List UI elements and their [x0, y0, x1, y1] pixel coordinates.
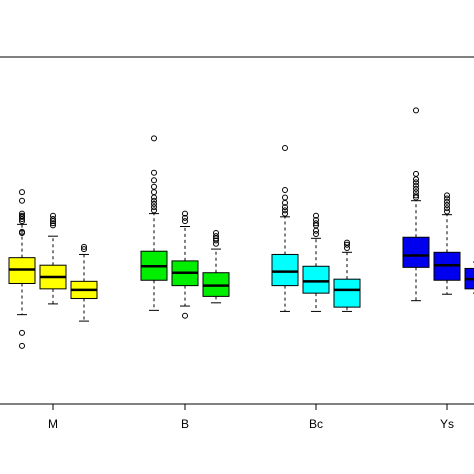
box-m-1: [8, 189, 36, 349]
box-m-2: [39, 212, 67, 305]
box-ys-1-outlier: [413, 170, 419, 177]
x-tick-label-bc: Bc: [309, 417, 323, 431]
box-b-1-outlier: [151, 207, 157, 214]
box-m-1-outlier: [19, 342, 25, 349]
box-ys-3: [464, 261, 474, 294]
box-bc-3-outlier: [344, 239, 350, 246]
box-b-1-outlier: [151, 197, 157, 204]
box-bc-2-outlier: [313, 217, 319, 224]
box-b-1-outlier: [151, 169, 157, 176]
box-b-1: [140, 135, 168, 311]
box-bc-2-outlier: [313, 212, 319, 219]
box-m-1-outlier: [19, 210, 25, 217]
box-m-2-outlier: [50, 220, 56, 227]
x-tick-label-b: B: [181, 417, 189, 431]
box-m-3: [70, 243, 98, 322]
box-b-2-outlier: [182, 218, 188, 225]
box-bc-1-outlier: [282, 204, 288, 211]
box-ys-2-outlier: [444, 208, 450, 215]
box-bc-1-outlier: [282, 194, 288, 201]
box-b-1-outlier: [151, 135, 157, 142]
box-b-2: [171, 210, 199, 319]
box-bc-3: [333, 239, 361, 312]
box-b-3-outlier: [213, 233, 219, 240]
box-b-1-outlier: [151, 204, 157, 211]
box-bc-1-outlier: [282, 186, 288, 193]
box-bc-3-iqr: [333, 278, 361, 308]
box-m-2-outlier: [50, 215, 56, 222]
box-ys-2-outlier: [444, 205, 450, 212]
box-ys-1-outlier: [413, 107, 419, 114]
box-ys-1-outlier: [413, 179, 419, 186]
box-b-1-outlier: [151, 183, 157, 190]
box-bc-3-outlier: [344, 241, 350, 248]
box-b-3: [202, 229, 230, 304]
box-ys-1-outlier: [413, 182, 419, 189]
box-b-2-outlier: [182, 312, 188, 319]
box-ys-2-outlier: [444, 202, 450, 208]
box-ys-2-outlier: [444, 192, 450, 199]
box-bc-2-outlier: [313, 227, 319, 234]
box-m-3-outlier: [81, 246, 87, 253]
box-b-1-outlier: [151, 194, 157, 201]
box-m-1-outlier: [19, 329, 25, 336]
box-ys-2-outlier: [444, 198, 450, 205]
box-m-1-outlier: [19, 228, 25, 235]
box-ys-1-outlier: [413, 185, 419, 192]
x-axis: M B Bc Ys: [48, 404, 454, 431]
box-m-2-outlier: [50, 222, 56, 229]
box-bc-2-outlier: [313, 220, 319, 227]
box-b-1-outlier: [151, 177, 157, 184]
box-b-3-outlier: [213, 229, 219, 236]
box-b-3-outlier: [213, 237, 219, 244]
box-m-1-outlier: [19, 189, 25, 196]
box-ys-2-outlier: [444, 195, 450, 202]
box-m-1-outlier: [19, 197, 25, 204]
x-tick-label-m: M: [48, 417, 58, 431]
box-bc-1-outlier: [282, 207, 288, 214]
box-bc-2-iqr: [302, 265, 330, 294]
boxes-layer: [8, 107, 474, 349]
box-b-1-outlier: [151, 189, 157, 196]
box-bc-1: [271, 145, 299, 312]
box-b-2-outlier: [182, 210, 188, 217]
box-bc-1-outlier: [282, 145, 288, 152]
box-bc-2: [302, 212, 330, 312]
box-ys-1-outlier: [413, 192, 419, 199]
box-b-1-outlier: [151, 200, 157, 207]
box-m-2-outlier: [50, 212, 56, 219]
box-ys-1: [402, 107, 430, 302]
box-m-3-outlier: [81, 243, 87, 250]
box-bc-1-iqr: [271, 253, 299, 287]
box-ys-2: [433, 192, 461, 295]
box-bc-1-outlier: [282, 210, 288, 217]
box-m-1-outlier: [19, 212, 25, 219]
box-ys-1-iqr: [402, 236, 430, 268]
box-b-2-outlier: [182, 214, 188, 221]
box-ys-1-outlier: [413, 189, 419, 196]
box-bc-2-outlier: [313, 231, 319, 238]
x-tick-label-ys: Ys: [440, 417, 454, 431]
box-ys-1-outlier: [413, 176, 419, 183]
